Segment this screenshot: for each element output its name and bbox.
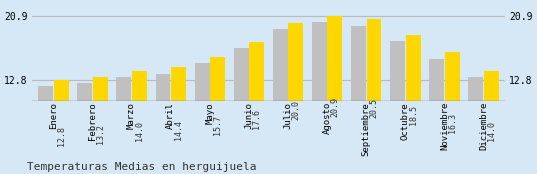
Text: 12.8: 12.8 bbox=[56, 126, 66, 146]
Text: 20.0: 20.0 bbox=[291, 100, 300, 120]
Bar bbox=[117, 77, 131, 174]
Text: 16.3: 16.3 bbox=[448, 113, 457, 133]
Bar bbox=[77, 83, 92, 174]
Bar bbox=[484, 71, 499, 174]
Text: 14.4: 14.4 bbox=[174, 120, 183, 140]
Bar bbox=[406, 35, 420, 174]
Text: 17.6: 17.6 bbox=[252, 109, 261, 129]
Bar bbox=[351, 26, 366, 174]
Bar bbox=[132, 71, 147, 174]
Bar bbox=[54, 80, 69, 174]
Text: 13.2: 13.2 bbox=[96, 124, 105, 144]
Text: 18.5: 18.5 bbox=[409, 105, 418, 125]
Bar bbox=[93, 77, 107, 174]
Bar bbox=[328, 16, 343, 174]
Bar bbox=[468, 77, 483, 174]
Bar bbox=[367, 19, 381, 174]
Bar bbox=[288, 23, 303, 174]
Bar bbox=[273, 29, 288, 174]
Bar bbox=[156, 74, 170, 174]
Text: 14.0: 14.0 bbox=[135, 121, 144, 141]
Bar bbox=[445, 52, 460, 174]
Bar bbox=[210, 57, 225, 174]
Text: 20.9: 20.9 bbox=[330, 97, 339, 117]
Bar bbox=[390, 41, 405, 174]
Bar bbox=[234, 48, 249, 174]
Bar bbox=[194, 64, 209, 174]
Text: Temperaturas Medias en herguijuela: Temperaturas Medias en herguijuela bbox=[27, 162, 256, 172]
Text: 20.5: 20.5 bbox=[369, 98, 379, 118]
Bar bbox=[249, 42, 264, 174]
Bar bbox=[171, 67, 186, 174]
Bar bbox=[430, 59, 444, 174]
Text: 14.0: 14.0 bbox=[487, 121, 496, 141]
Bar bbox=[38, 86, 53, 174]
Text: 15.7: 15.7 bbox=[213, 115, 222, 135]
Bar bbox=[312, 22, 327, 174]
